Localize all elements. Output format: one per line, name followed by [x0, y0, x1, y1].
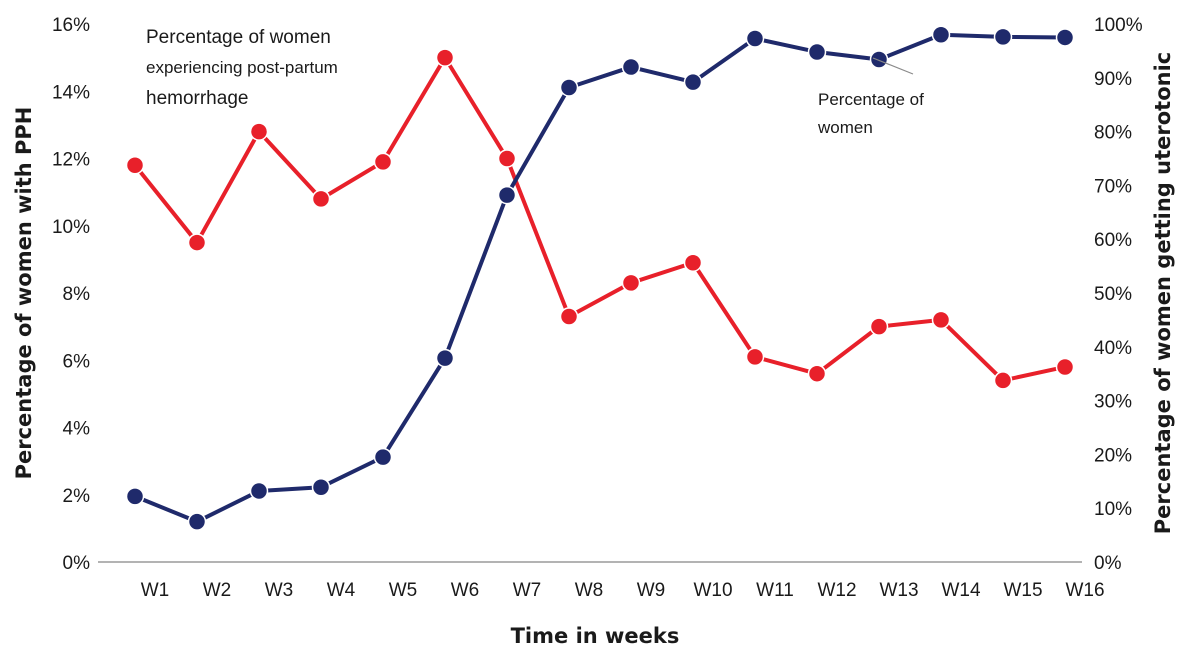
- left-y-tick-label: 16%: [52, 15, 90, 36]
- right-y-tick-label: 10%: [1094, 499, 1132, 520]
- series-1-point: [807, 42, 827, 62]
- x-tick-label: W15: [1003, 580, 1042, 601]
- right-y-tick-label: 70%: [1094, 176, 1132, 197]
- x-tick-label: W8: [575, 580, 604, 601]
- series-layer: [125, 25, 1075, 531]
- x-tick-label: W13: [879, 580, 918, 601]
- pph-annotation-line3: hemorrhage: [146, 88, 248, 109]
- series-0-point: [807, 364, 827, 383]
- right-y-tick-label: 40%: [1094, 338, 1132, 359]
- x-tick-label: W5: [389, 580, 418, 601]
- series-0: [125, 48, 1075, 390]
- right-y-axis-ticks: 0% 10% 20% 30% 40% 50% 60% 70% 80% 90% 100%: [1094, 15, 1143, 574]
- right-y-tick-label: 0%: [1094, 553, 1122, 574]
- series-0-point: [621, 273, 641, 293]
- right-y-tick-label: 60%: [1094, 230, 1132, 251]
- x-tick-label: W16: [1065, 580, 1104, 601]
- x-axis-title: Time in weeks: [511, 624, 680, 648]
- uterotonic-annotation-leader: [872, 57, 914, 75]
- x-tick-label: W6: [451, 580, 480, 601]
- series-0-point: [1055, 357, 1075, 377]
- left-y-tick-label: 10%: [52, 217, 90, 238]
- pph-annotation-line1: Percentage of women: [146, 27, 331, 48]
- x-tick-label: W4: [327, 580, 356, 601]
- pph-annotation-line2: experiencing post-partum: [146, 58, 338, 77]
- left-y-tick-label: 8%: [63, 284, 91, 305]
- series-1-point: [435, 348, 455, 368]
- series-0-point: [869, 317, 889, 336]
- right-y-tick-label: 30%: [1094, 392, 1132, 413]
- right-y-tick-label: 50%: [1094, 284, 1132, 305]
- series-1-point: [311, 477, 331, 497]
- series-0-point: [125, 155, 145, 175]
- series-0-point: [683, 253, 703, 272]
- x-tick-label: W3: [265, 580, 294, 601]
- series-0-point: [249, 122, 269, 141]
- series-1-point: [931, 25, 951, 45]
- series-0-point: [373, 152, 393, 172]
- series-0-point: [311, 189, 331, 209]
- uterotonic-annotation-line2: women: [817, 118, 873, 137]
- series-1-point: [869, 50, 889, 69]
- series-0-point: [559, 307, 579, 326]
- x-tick-label: W11: [756, 580, 794, 601]
- left-y-axis-ticks: 0% 2% 4% 6% 8% 10% 12% 14% 16%: [52, 15, 90, 574]
- left-y-tick-label: 6%: [63, 351, 91, 372]
- x-axis-ticks: W1 W2 W3 W4 W5 W6 W7 W8 W9 W10 W11 W12 W13 W14 W15 W16: [141, 580, 1105, 601]
- series-0-point: [187, 233, 207, 252]
- series-1-point: [497, 185, 517, 205]
- left-y-tick-label: 4%: [63, 419, 91, 440]
- x-tick-label: W7: [513, 580, 542, 601]
- right-y-tick-label: 90%: [1094, 69, 1132, 90]
- series-0-point: [993, 371, 1013, 390]
- right-y-tick-label: 20%: [1094, 445, 1132, 466]
- x-tick-label: W1: [141, 580, 170, 601]
- series-1-point: [683, 72, 703, 92]
- x-tick-label: W10: [693, 580, 732, 601]
- series-1-point: [621, 57, 641, 77]
- series-1-point: [373, 447, 393, 467]
- uterotonic-annotation-line1: Percentage of: [818, 90, 924, 109]
- series-0-point: [435, 48, 455, 67]
- left-y-tick-label: 2%: [63, 486, 91, 507]
- right-y-tick-label: 100%: [1094, 15, 1143, 36]
- series-1-point: [559, 78, 579, 97]
- series-0-point: [497, 149, 517, 168]
- y-axis-right-title: Percentage of women getting uterotonic: [1151, 52, 1175, 534]
- x-tick-label: W14: [941, 580, 981, 601]
- series-1-point: [125, 487, 145, 506]
- left-y-tick-label: 14%: [52, 82, 90, 103]
- series-0-point: [745, 347, 765, 367]
- x-tick-label: W12: [817, 580, 856, 601]
- series-1-point: [249, 481, 269, 501]
- series-1-point: [1055, 28, 1075, 47]
- left-y-tick-label: 12%: [52, 150, 90, 171]
- x-tick-label: W2: [203, 580, 232, 601]
- series-1-point: [187, 512, 207, 531]
- series-1-point: [993, 27, 1013, 47]
- series-1-point: [745, 29, 765, 48]
- series-0-line: [133, 55, 1066, 383]
- y-axis-left-title: Percentage of women with PPH: [12, 107, 36, 480]
- series-0-point: [931, 310, 951, 330]
- series-1: [125, 25, 1075, 531]
- x-tick-label: W9: [637, 580, 666, 601]
- left-y-tick-label: 0%: [63, 553, 91, 574]
- series-1-line: [134, 32, 1066, 524]
- right-y-tick-label: 80%: [1094, 123, 1132, 144]
